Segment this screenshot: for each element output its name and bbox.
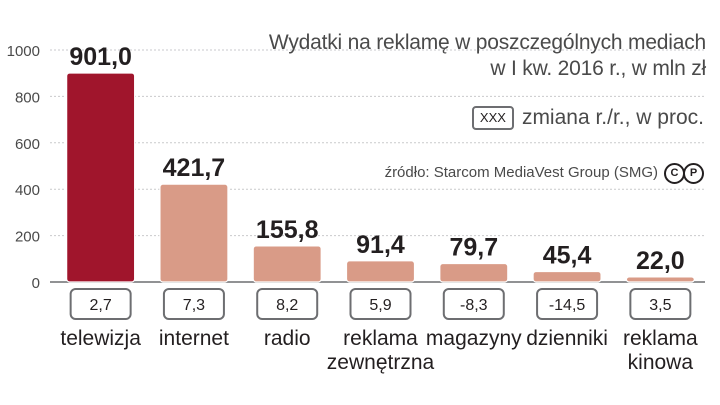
category-label: reklama (343, 327, 418, 350)
category-label: telewizja (60, 327, 141, 350)
y-tick-label: 400 (15, 182, 40, 199)
category-label: radio (264, 327, 311, 350)
bar-value-label: 22,0 (636, 247, 685, 275)
bar (252, 245, 322, 283)
bar (159, 183, 229, 283)
change-box (349, 288, 412, 320)
change-label: 2,7 (90, 297, 112, 314)
copyright-c-icon: C (664, 163, 685, 184)
y-tick-label: 600 (15, 136, 40, 153)
change-box (442, 288, 505, 320)
change-label: -8,3 (460, 297, 488, 314)
bar-value-label: 79,7 (449, 234, 498, 262)
chart-title: Wydatki na reklamę w poszczególnych medi… (269, 30, 706, 82)
bar (532, 270, 602, 283)
change-box (69, 288, 132, 320)
category-label: zewnętrzna (327, 351, 435, 374)
chart-title-line1: Wydatki na reklamę w poszczególnych medi… (268, 31, 706, 54)
bar-value-label: 155,8 (256, 216, 319, 244)
change-box (629, 288, 692, 320)
change-label: -14,5 (549, 297, 586, 314)
category-label: reklama (623, 327, 698, 350)
category-label: internet (159, 327, 229, 350)
bar-value-label: 421,7 (163, 154, 226, 182)
change-label: 7,3 (183, 297, 205, 314)
bar-value-label: 91,4 (356, 231, 405, 259)
copyright-p-icon: P (683, 163, 704, 184)
legend: XXX zmiana r./r., w proc. (471, 106, 704, 130)
y-tick-label: 200 (15, 229, 40, 246)
change-box (256, 288, 319, 320)
copyright-icon: C P (664, 163, 704, 184)
change-box (536, 288, 599, 320)
y-tick-label: 0 (32, 275, 40, 292)
category-label: dzienniki (526, 327, 608, 350)
chart-title-line2: w I kw. 2016 r., w mln zł (490, 57, 706, 80)
change-label: 3,5 (649, 297, 671, 314)
bar (625, 276, 695, 283)
bar-value-label: 45,4 (543, 241, 592, 269)
change-box (162, 288, 225, 320)
bar (66, 72, 136, 283)
category-label: kinowa (628, 351, 694, 374)
y-tick-label: 1000 (7, 43, 40, 60)
category-label: magazyny (426, 327, 522, 350)
change-label: 5,9 (369, 297, 391, 314)
change-label: 8,2 (276, 297, 298, 314)
legend-box: XXX (471, 106, 514, 130)
bar (345, 260, 416, 283)
legend-label: zmiana r./r., w proc. (521, 106, 704, 129)
y-tick-label: 800 (15, 89, 40, 106)
bar-value-label: 901,0 (69, 43, 132, 71)
source-note: źródło: Starcom MediaVest Group (SMG) (384, 164, 658, 181)
bar (439, 262, 509, 283)
